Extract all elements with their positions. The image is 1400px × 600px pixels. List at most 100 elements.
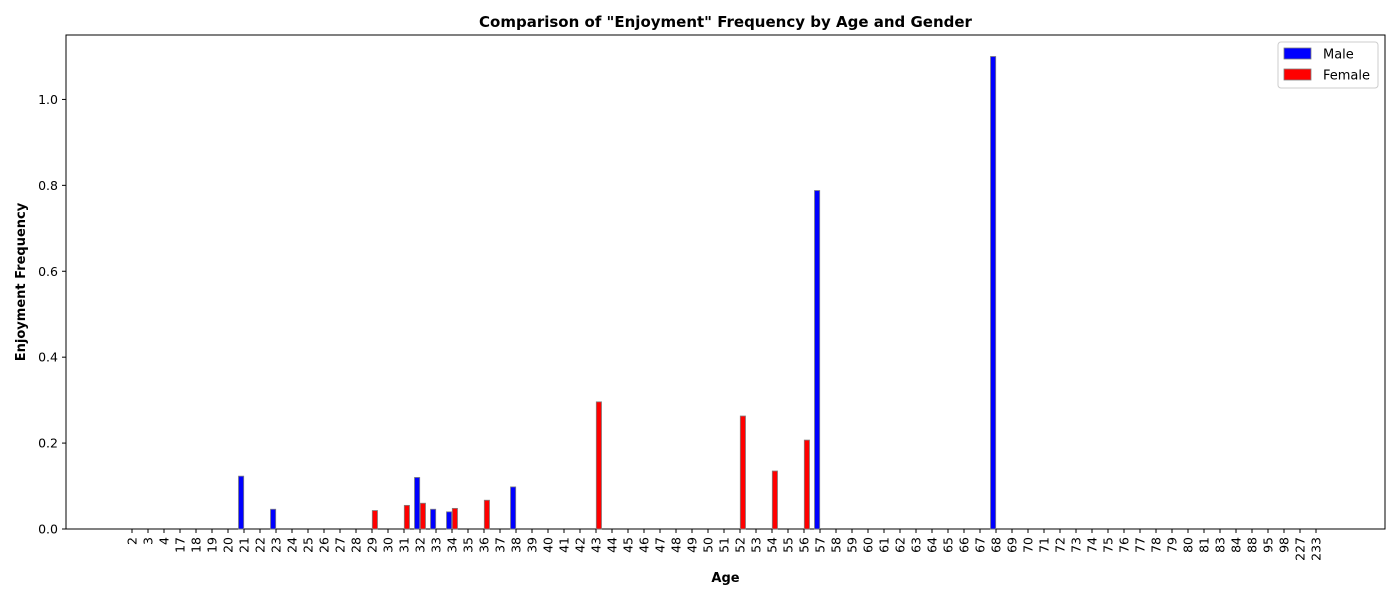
y-tick-label: 0.2 xyxy=(38,436,58,451)
x-tick-label: 35 xyxy=(461,537,476,553)
x-tick-label: 83 xyxy=(1213,537,1228,553)
x-tick-label: 4 xyxy=(157,537,172,545)
x-tick-label: 38 xyxy=(509,537,524,553)
y-tick-label: 0.4 xyxy=(38,350,58,365)
bar-female-36 xyxy=(483,499,490,530)
x-tick-label: 3 xyxy=(141,537,156,545)
y-axis-label: Enjoyment Frequency xyxy=(14,202,29,361)
x-tick-label: 95 xyxy=(1261,537,1276,553)
x-tick-label: 71 xyxy=(1037,537,1052,553)
x-tick-label: 48 xyxy=(669,537,684,553)
bar-male-23 xyxy=(270,508,277,530)
x-tick-label: 79 xyxy=(1165,537,1180,553)
bar-male-21 xyxy=(238,475,245,530)
x-tick-label: 80 xyxy=(1181,537,1196,553)
x-tick-label: 19 xyxy=(205,537,220,553)
bar-female-56 xyxy=(803,439,810,530)
x-tick-label: 54 xyxy=(765,537,780,553)
x-tick-label: 51 xyxy=(717,537,732,553)
x-tick-label: 72 xyxy=(1053,537,1068,553)
x-tick-label: 41 xyxy=(557,537,572,553)
x-tick-label: 50 xyxy=(701,537,716,553)
legend: Male Female xyxy=(1277,41,1379,89)
x-tick-label: 67 xyxy=(973,537,988,553)
x-tick-label: 63 xyxy=(909,537,924,553)
bar-female-34 xyxy=(451,507,458,530)
x-tick-label: 40 xyxy=(541,537,556,553)
x-tick-label: 23 xyxy=(269,537,284,553)
bar-female-32 xyxy=(419,502,426,530)
x-tick-label: 46 xyxy=(637,537,652,553)
x-tick-label: 24 xyxy=(285,537,300,553)
y-axis: 0.0 0.2 0.4 0.6 0.8 1.0 xyxy=(38,92,66,537)
x-tick-label: 64 xyxy=(925,537,940,553)
x-tick-label: 70 xyxy=(1021,537,1036,553)
chart-title: Comparison of "Enjoyment" Frequency by A… xyxy=(479,13,973,31)
bars-group xyxy=(238,56,997,530)
legend-label-male: Male xyxy=(1323,48,1354,63)
x-tick-label: 55 xyxy=(781,537,796,553)
bar-female-31 xyxy=(403,504,410,530)
x-tick-label: 30 xyxy=(381,537,396,553)
x-tick-label: 18 xyxy=(189,537,204,553)
bar-male-34 xyxy=(446,511,453,530)
legend-swatch-male xyxy=(1283,47,1312,60)
x-tick-label: 25 xyxy=(301,537,316,553)
x-tick-label: 81 xyxy=(1197,537,1212,553)
bar-male-33 xyxy=(430,508,437,530)
x-tick-label: 29 xyxy=(365,537,380,553)
x-tick-label: 32 xyxy=(413,537,428,553)
x-tick-label: 78 xyxy=(1149,537,1164,553)
x-tick-label: 2 xyxy=(125,537,140,545)
bar-female-29 xyxy=(371,510,378,530)
x-tick-label: 60 xyxy=(861,537,876,553)
x-tick-label: 61 xyxy=(877,537,892,553)
x-tick-label: 74 xyxy=(1085,537,1100,553)
x-axis: 2 3 4 17 18 19 20 21 22 23 24 25 26 27 28 29 30 31 32 33 34 3… xyxy=(125,529,1324,561)
y-tick-label: 0.8 xyxy=(38,178,58,193)
x-tick-label: 27 xyxy=(333,537,348,553)
x-tick-label: 75 xyxy=(1101,537,1116,553)
bar-female-54 xyxy=(771,470,778,530)
x-tick-label: 28 xyxy=(349,537,364,553)
x-tick-label: 88 xyxy=(1245,537,1260,553)
x-tick-label: 31 xyxy=(397,537,412,553)
x-tick-label: 44 xyxy=(605,537,620,553)
y-tick-label: 1.0 xyxy=(38,92,58,107)
x-tick-label: 59 xyxy=(845,537,860,553)
legend-label-female: Female xyxy=(1323,69,1370,84)
x-tick-label: 69 xyxy=(1005,537,1020,553)
x-tick-label: 84 xyxy=(1229,537,1244,553)
x-tick-label: 62 xyxy=(893,537,908,553)
x-tick-label: 42 xyxy=(573,537,588,553)
bar-male-32 xyxy=(414,477,421,530)
x-tick-label: 53 xyxy=(749,537,764,553)
x-tick-label: 233 xyxy=(1309,537,1324,561)
bar-female-43 xyxy=(595,401,602,530)
x-tick-label: 21 xyxy=(237,537,252,553)
x-tick-label: 56 xyxy=(797,537,812,553)
bar-male-38 xyxy=(510,486,517,530)
x-tick-label: 58 xyxy=(829,537,844,553)
x-tick-label: 52 xyxy=(733,537,748,553)
x-tick-label: 49 xyxy=(685,537,700,553)
x-tick-label: 57 xyxy=(813,537,828,553)
bar-male-68 xyxy=(990,56,997,530)
x-tick-label: 77 xyxy=(1133,537,1148,553)
x-tick-label: 76 xyxy=(1117,537,1132,553)
x-tick-label: 37 xyxy=(493,537,508,553)
x-tick-label: 227 xyxy=(1293,537,1308,561)
x-tick-label: 20 xyxy=(221,537,236,553)
x-tick-label: 34 xyxy=(445,537,460,553)
y-tick-label: 0.6 xyxy=(38,264,58,279)
x-tick-label: 33 xyxy=(429,537,444,553)
x-tick-label: 22 xyxy=(253,537,268,553)
x-tick-label: 43 xyxy=(589,537,604,553)
x-tick-label: 47 xyxy=(653,537,668,553)
x-tick-label: 98 xyxy=(1277,537,1292,553)
x-tick-label: 26 xyxy=(317,537,332,553)
y-tick-label: 0.0 xyxy=(38,522,58,537)
x-tick-label: 68 xyxy=(989,537,1004,553)
x-axis-label: Age xyxy=(711,571,739,586)
